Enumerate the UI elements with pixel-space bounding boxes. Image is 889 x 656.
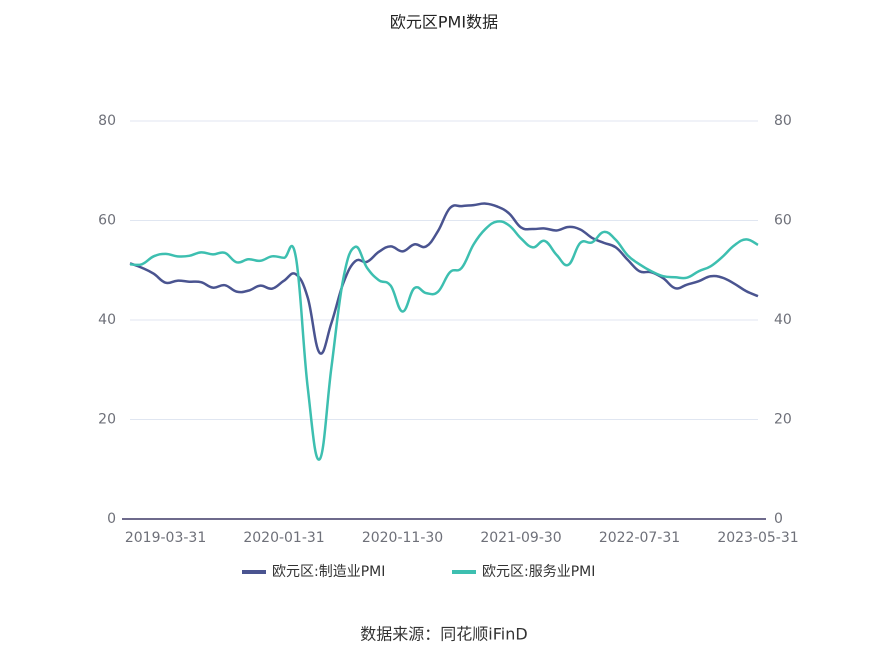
y-tick-label: 40	[98, 312, 116, 328]
x-tick-label: 2020-01-31	[243, 530, 324, 546]
y2-tick-label: 60	[774, 213, 792, 229]
y-tick-label: 80	[98, 113, 116, 129]
x-tick-label: 2019-03-31	[125, 530, 206, 546]
y2-tick-label: 20	[774, 412, 792, 428]
series-line	[129, 220, 759, 461]
x-tick-label: 2020-11-30	[362, 530, 443, 546]
y2-tick-label: 0	[774, 511, 783, 527]
y-tick-label: 20	[98, 412, 116, 428]
legend-label: 欧元区:制造业PMI	[272, 564, 385, 580]
y-tick-label: 60	[98, 213, 116, 229]
legend-label: 欧元区:服务业PMI	[482, 564, 595, 580]
x-tick-label: 2023-05-31	[717, 530, 798, 546]
series-line	[129, 202, 759, 355]
source: 数据来源：同花顺iFinD	[360, 625, 527, 644]
x-tick-label: 2022-07-31	[599, 530, 680, 546]
y2-tick-label: 40	[774, 312, 792, 328]
chart-title: 欧元区PMI数据	[390, 13, 498, 32]
y2-tick-label: 80	[774, 113, 792, 129]
y-tick-label: 0	[107, 511, 116, 527]
x-tick-label: 2021-09-30	[480, 530, 561, 546]
